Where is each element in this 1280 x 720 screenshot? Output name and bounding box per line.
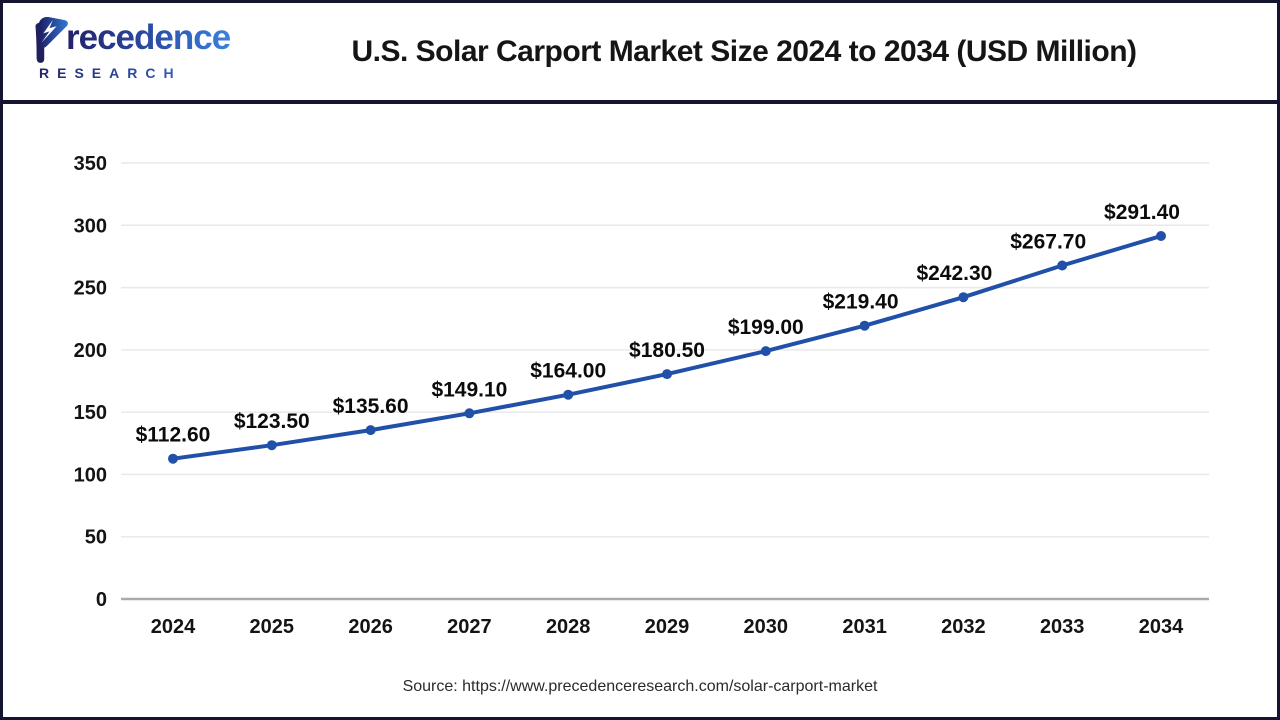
data-label: $135.60 <box>333 395 409 418</box>
data-point <box>662 369 672 380</box>
data-point <box>760 346 771 357</box>
precedence-research-logo: recedence RESEARCH <box>29 15 244 81</box>
chart-title: U.S. Solar Carport Market Size 2024 to 2… <box>351 34 1137 68</box>
y-axis-label: 100 <box>74 464 107 486</box>
y-axis-label: 250 <box>74 278 107 300</box>
data-point <box>266 440 277 451</box>
y-axis-label: 350 <box>74 153 107 175</box>
data-label: $164.00 <box>530 360 606 383</box>
x-axis-label: 2025 <box>250 616 295 638</box>
x-axis-label: 2031 <box>842 616 887 638</box>
data-point <box>1057 260 1068 271</box>
data-point <box>1156 231 1166 241</box>
x-axis-label: 2026 <box>348 616 393 638</box>
x-axis-label: 2024 <box>151 616 196 638</box>
data-label: $199.00 <box>728 316 804 339</box>
x-axis-label: 2027 <box>447 616 492 638</box>
data-point <box>958 292 969 303</box>
data-label: $180.50 <box>629 339 705 362</box>
logo-row: recedence <box>29 15 244 65</box>
source-text: Source: https://www.precedenceresearch.c… <box>402 678 878 695</box>
y-axis-label: 300 <box>74 215 107 237</box>
logo-leaf <box>38 17 68 48</box>
y-axis-label: 200 <box>74 340 107 362</box>
x-axis-label: 2028 <box>546 616 591 638</box>
data-label: $112.60 <box>136 424 211 447</box>
data-point <box>168 453 178 464</box>
line-chart: 0 50 100 150 200 250 300 350 $112.60 2024 $123.50 2… <box>74 153 1209 638</box>
logo-brand-rest: recedence <box>66 15 231 61</box>
data-point <box>464 408 475 419</box>
data-label: $149.10 <box>431 378 507 401</box>
data-label: $267.70 <box>1010 231 1086 254</box>
x-axis-label: 2033 <box>1040 616 1085 638</box>
y-axis-label: 0 <box>96 589 107 611</box>
data-label: $219.40 <box>823 291 899 314</box>
y-axis-label: 150 <box>74 402 107 424</box>
x-axis-label: 2029 <box>645 616 690 638</box>
data-label: $291.40 <box>1104 201 1180 224</box>
precedence-logo-icon <box>35 17 68 63</box>
y-axis-label: 50 <box>85 527 107 549</box>
x-axis-label: 2030 <box>744 616 789 638</box>
chart-area: 0 50 100 150 200 250 300 350 $112.60 2024 $123.50 2… <box>3 104 1277 670</box>
logo-bolt <box>41 20 57 43</box>
data-label: $242.30 <box>916 262 992 285</box>
header: recedence RESEARCH U.S. Solar Carport Ma… <box>3 3 1277 104</box>
x-axis-label: 2034 <box>1139 616 1184 638</box>
data-point <box>365 425 376 436</box>
data-point <box>563 389 574 400</box>
logo-subtitle: RESEARCH <box>29 65 244 81</box>
data-label: $123.50 <box>234 410 310 433</box>
x-axis-label: 2032 <box>941 616 986 638</box>
data-point <box>859 320 870 331</box>
